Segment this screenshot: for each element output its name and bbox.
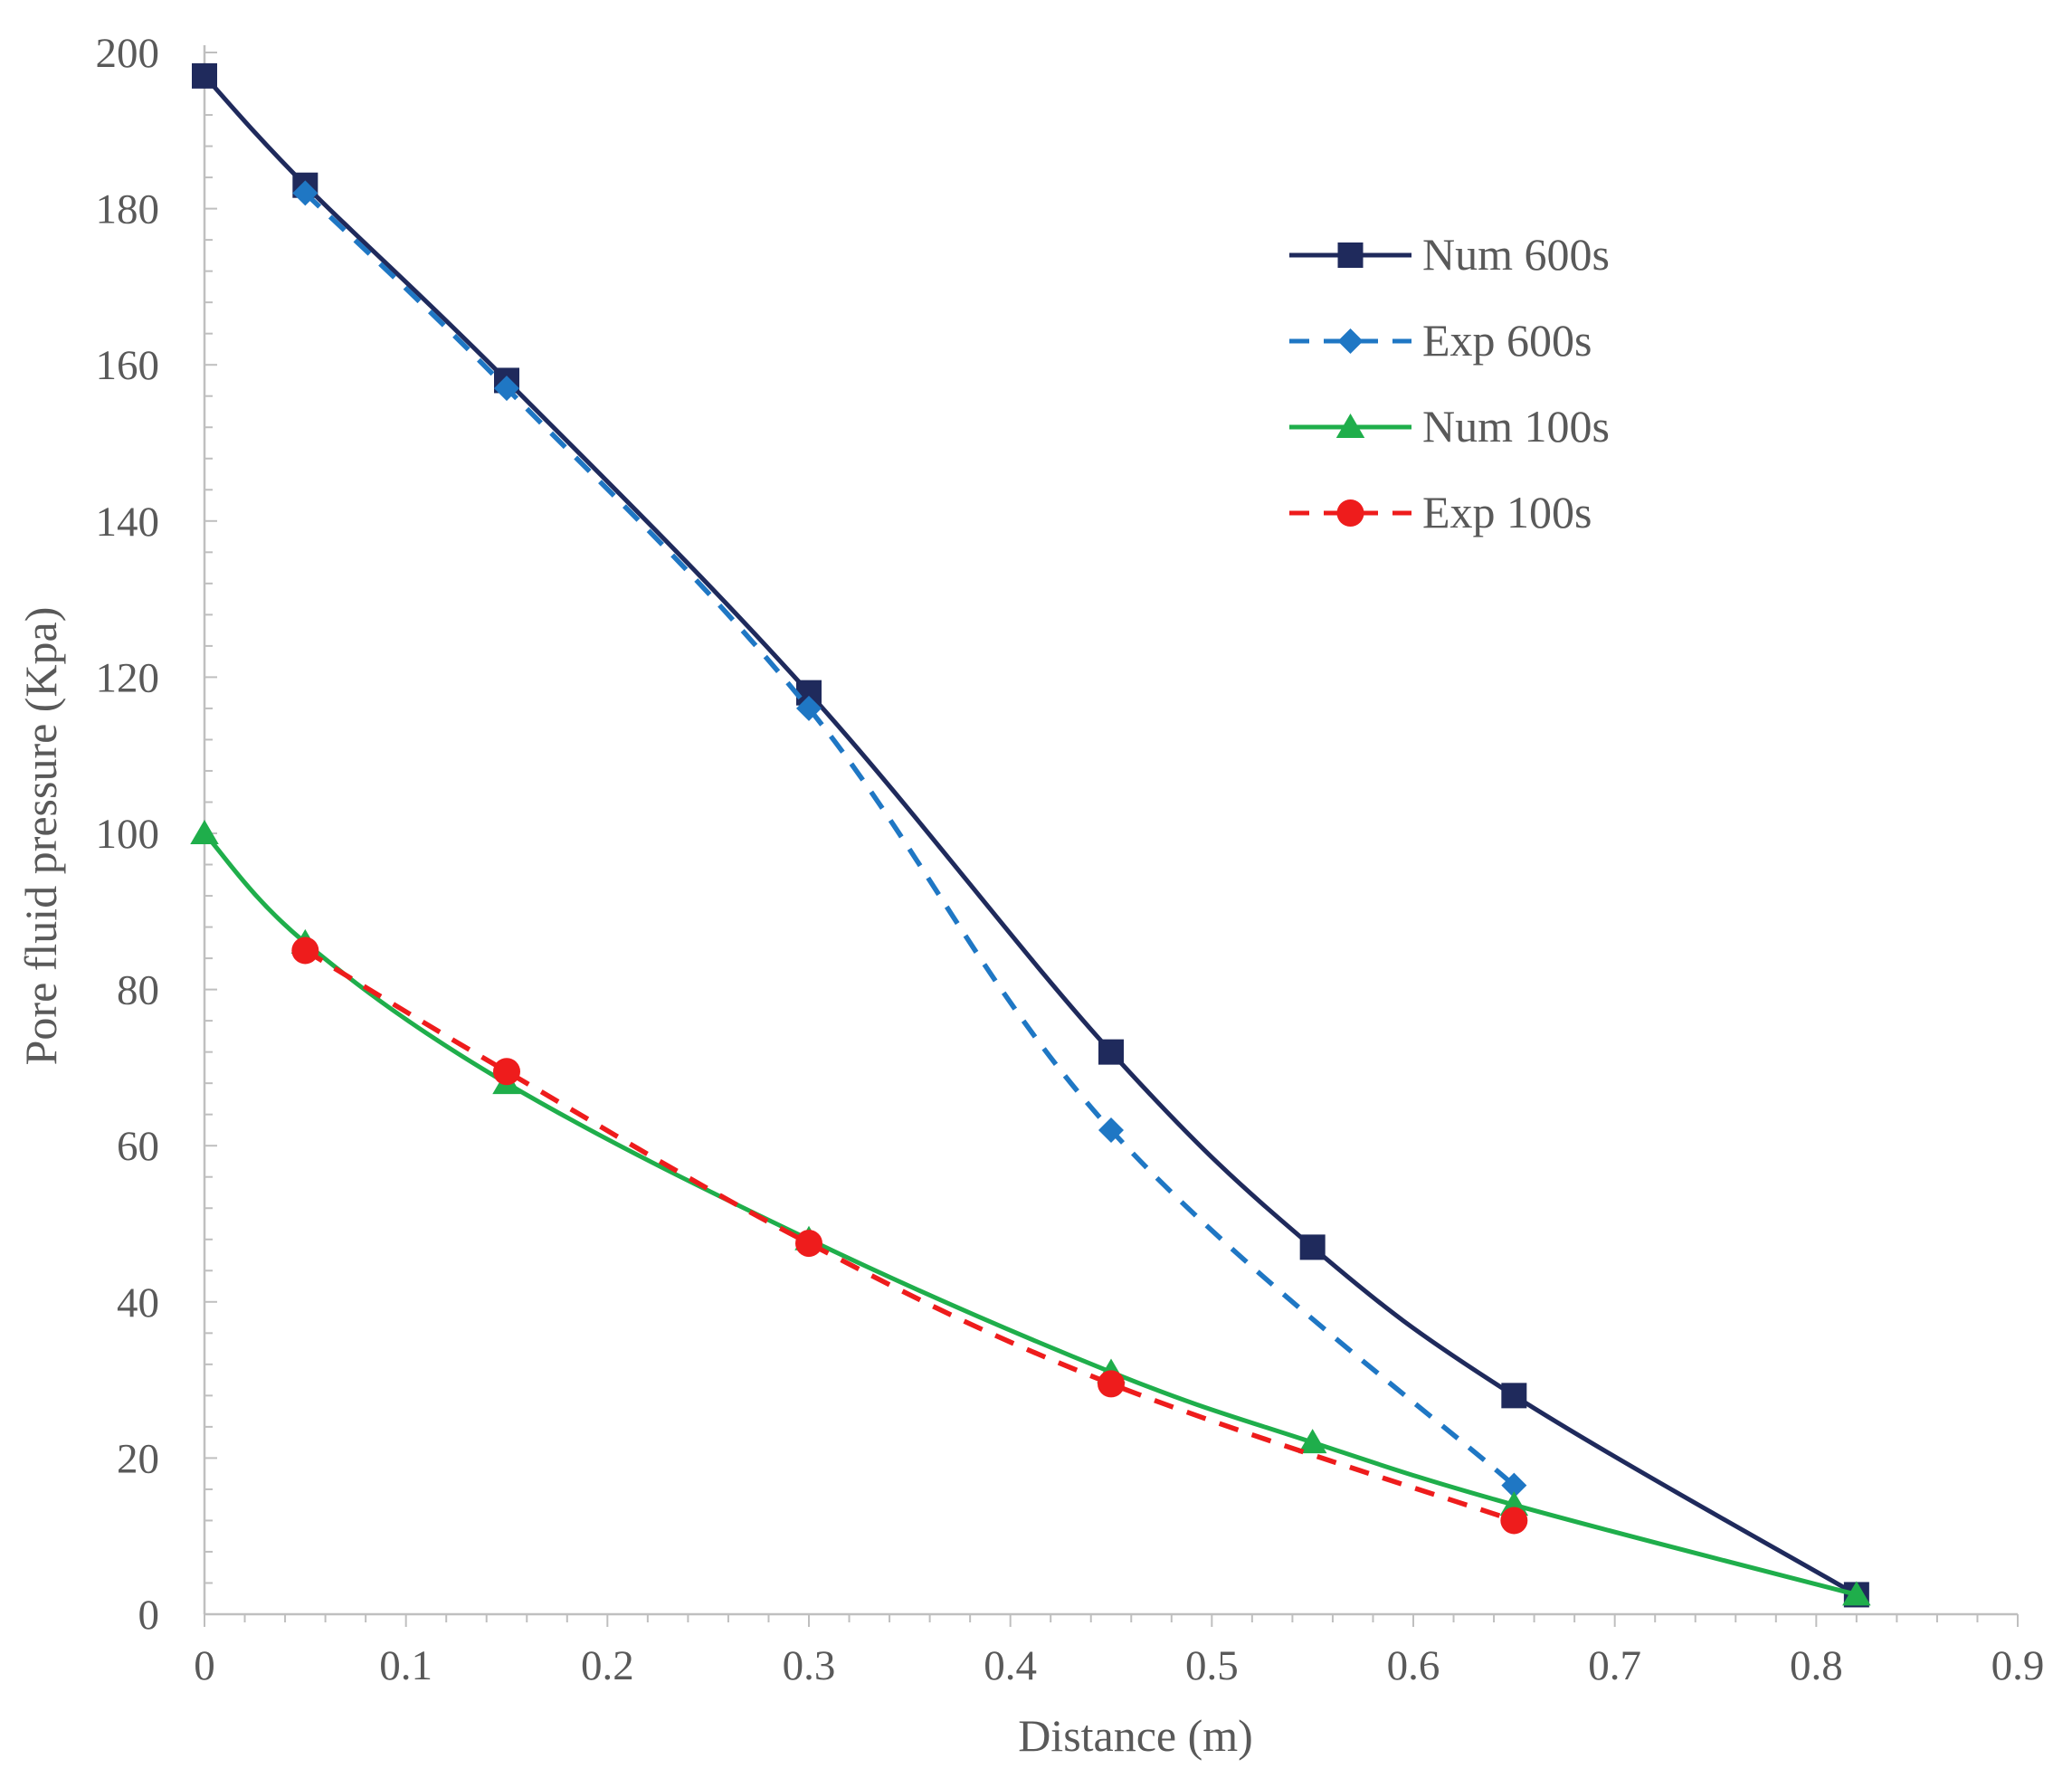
y-tick-label: 40	[117, 1279, 159, 1326]
y-tick-label: 100	[96, 811, 160, 858]
y-axis-title: Pore fluid pressure (Kpa)	[15, 607, 66, 1066]
data-point-circle	[1500, 1507, 1528, 1535]
x-tick-label: 0.5	[1185, 1642, 1239, 1689]
data-point-circle	[795, 1230, 822, 1258]
x-tick-label: 0.6	[1387, 1642, 1440, 1689]
y-tick-label: 180	[96, 186, 160, 233]
data-point-square	[1501, 1383, 1527, 1409]
series-exp-100s	[291, 937, 1528, 1535]
x-axis-title: Distance (m)	[1018, 1710, 1253, 1761]
x-tick-label: 0.3	[783, 1642, 836, 1689]
legend-item: Exp 600s	[1289, 315, 1592, 366]
series-line	[203, 832, 1858, 1597]
y-tick-label: 20	[117, 1435, 159, 1482]
x-tick-label: 0.4	[984, 1642, 1037, 1689]
data-point-diamond	[494, 376, 519, 402]
y-tick-label: 60	[117, 1123, 159, 1170]
x-tick-label: 0	[194, 1642, 215, 1689]
legend-label: Num 100s	[1422, 401, 1610, 452]
x-tick-label: 0.1	[379, 1642, 432, 1689]
data-point-square	[1098, 1039, 1124, 1065]
data-point-diamond	[1501, 1472, 1527, 1498]
legend-label: Num 600s	[1422, 229, 1610, 280]
data-point-triangle	[190, 820, 219, 844]
y-tick-label: 160	[96, 342, 160, 389]
data-point-triangle	[1297, 1429, 1327, 1454]
data-point-diamond	[292, 180, 318, 206]
legend-label: Exp 100s	[1422, 487, 1592, 537]
series-line	[203, 74, 1858, 1597]
axes: 0 0.1 0.2 0.3 0.4 0.5 0.6 0.7 0.8 0.9 0 20 40 60 80 100…	[96, 30, 2045, 1689]
legend-item: Num 600s	[1289, 229, 1610, 280]
series-line	[303, 948, 1516, 1524]
series-exp-600s	[292, 180, 1527, 1498]
x-tick-label: 0.7	[1588, 1642, 1641, 1689]
data-point-square	[1299, 1234, 1326, 1260]
x-tick-label: 0.9	[1991, 1642, 2045, 1689]
series-line	[303, 191, 1516, 1488]
y-tick-label: 80	[117, 967, 159, 1014]
legend-item: Exp 100s	[1289, 487, 1592, 537]
legend-swatch-marker	[1337, 328, 1364, 354]
legend-swatch-marker	[1336, 499, 1364, 527]
y-tick-label: 120	[96, 654, 160, 701]
y-tick-label: 200	[96, 30, 160, 77]
data-point-circle	[493, 1058, 520, 1086]
data-point-circle	[1098, 1370, 1125, 1398]
series-num-100s	[190, 820, 1871, 1606]
data-point-square	[192, 62, 217, 89]
legend-label: Exp 600s	[1422, 315, 1592, 366]
x-tick-label: 0.2	[581, 1642, 634, 1689]
y-tick-label: 140	[96, 499, 160, 546]
series-num-600s	[192, 62, 1869, 1608]
x-tick-label: 0.8	[1790, 1642, 1843, 1689]
series-layer	[190, 62, 1871, 1608]
legend-swatch-marker	[1335, 414, 1365, 438]
legend-item: Num 100s	[1289, 401, 1610, 452]
legend: Num 600s Exp 600s Num 100s Exp 100s	[1289, 229, 1610, 537]
legend-swatch-marker	[1337, 242, 1364, 268]
y-tick-label: 0	[138, 1592, 160, 1639]
data-point-diamond	[1098, 1117, 1124, 1143]
data-point-diamond	[796, 695, 822, 721]
data-point-circle	[291, 937, 319, 965]
data-point-triangle	[1842, 1581, 1871, 1606]
